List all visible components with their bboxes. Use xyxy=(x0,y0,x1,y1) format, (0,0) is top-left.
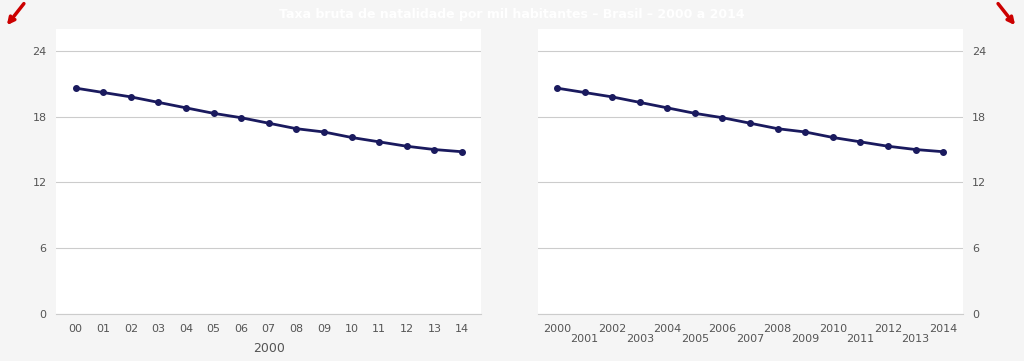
Text: 2005: 2005 xyxy=(681,334,709,344)
Text: 2013: 2013 xyxy=(901,334,930,344)
Text: 2001: 2001 xyxy=(570,334,599,344)
Text: 2007: 2007 xyxy=(736,334,764,344)
X-axis label: 2000: 2000 xyxy=(253,342,285,355)
Text: 2003: 2003 xyxy=(626,334,653,344)
Text: Taxa bruta de natalidade por mil habitantes – Brasil – 2000 a 2014: Taxa bruta de natalidade por mil habitan… xyxy=(280,8,744,21)
Text: 2011: 2011 xyxy=(847,334,874,344)
Text: 2009: 2009 xyxy=(792,334,819,344)
